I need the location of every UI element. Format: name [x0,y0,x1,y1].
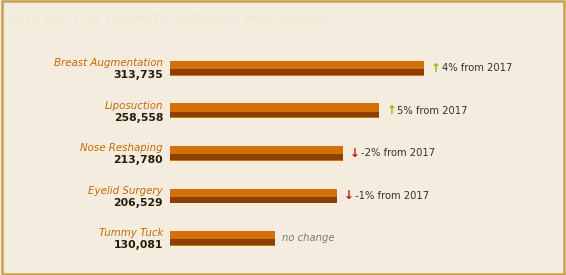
Text: Nose Reshaping: Nose Reshaping [80,143,163,153]
Text: ↓: ↓ [344,189,354,202]
Bar [170,189,337,203]
Bar [170,61,423,76]
Text: 206,529: 206,529 [113,198,163,208]
Bar [170,197,337,202]
Text: ↑: ↑ [386,104,396,117]
Text: ↓: ↓ [350,147,360,160]
Text: Eyelid Surgery: Eyelid Surgery [88,186,163,196]
Text: no change: no change [282,233,335,243]
Text: 4% from 2017: 4% from 2017 [442,63,512,73]
Bar [170,154,343,160]
Bar [170,69,423,75]
Bar [170,146,343,161]
Text: 258,558: 258,558 [114,112,163,123]
Bar [170,239,275,245]
Bar [170,231,275,246]
Text: 313,735: 313,735 [113,70,163,80]
Text: ↑: ↑ [431,62,441,75]
Bar [170,112,379,117]
Text: 130,081: 130,081 [114,240,163,250]
Text: -2% from 2017: -2% from 2017 [361,148,435,158]
Text: -1% from 2017: -1% from 2017 [355,191,429,201]
Text: 213,780: 213,780 [113,155,163,165]
Text: 2018 TOP FIVE COSMETIC SURGICAL PROCEDURES: 2018 TOP FIVE COSMETIC SURGICAL PROCEDUR… [8,14,330,24]
Text: Tummy Tuck: Tummy Tuck [98,228,163,238]
Text: Breast Augmentation: Breast Augmentation [54,58,163,68]
Bar [170,103,379,118]
Text: Liposuction: Liposuction [105,101,163,111]
Text: 5% from 2017: 5% from 2017 [397,106,468,116]
